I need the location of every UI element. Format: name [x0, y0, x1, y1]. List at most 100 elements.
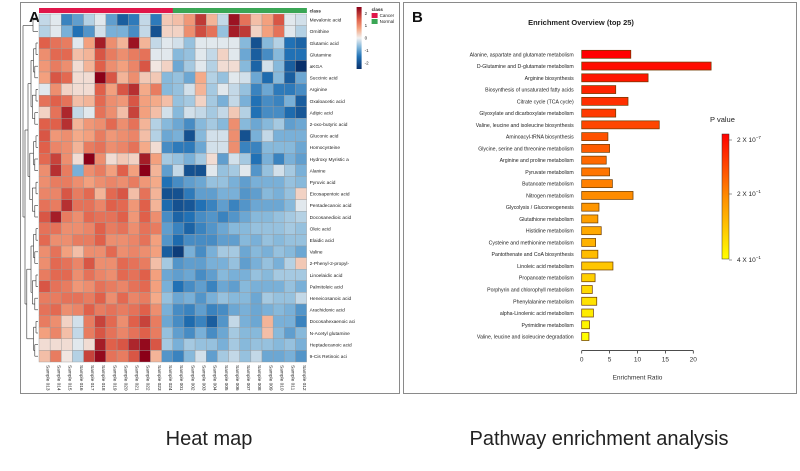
row-label: Succinic acid: [310, 76, 338, 82]
heatmap-cell: [49, 71, 62, 84]
heatmap-cell: [139, 83, 151, 96]
p-value-mantissa: 2 X 10: [737, 137, 756, 144]
heatmap-cell: [206, 118, 218, 131]
heatmap-cell: [183, 176, 196, 189]
heatmap-cell: [194, 118, 207, 131]
heatmap-cell: [239, 129, 252, 142]
heatmap-cell: [250, 106, 263, 119]
class-bar-cell: [72, 8, 84, 13]
heatmap-cell: [272, 350, 285, 363]
heatmap-cell: [105, 234, 118, 247]
heatmap-cell: [94, 350, 107, 363]
heatmap-cell: [206, 303, 218, 316]
heatmap-cell: [72, 280, 84, 293]
heatmap-cell: [49, 141, 62, 154]
heatmap-cell: [172, 25, 185, 38]
heatmap-cell: [272, 25, 285, 38]
heatmap-cell: [183, 37, 196, 50]
bar-label: Histidine metabolism: [526, 229, 574, 235]
heatmap-cell: [105, 94, 118, 107]
heatmap-cell: [239, 210, 252, 223]
heatmap-cell: [94, 269, 107, 282]
heatmap-cell: [161, 141, 173, 154]
heatmap-cell: [83, 94, 95, 107]
panel-b-letter: B: [412, 9, 423, 26]
heatmap-cell: [139, 338, 151, 351]
heatmap-cell: [72, 245, 84, 258]
heatmap-cell: [217, 37, 229, 50]
heatmap-cell: [261, 187, 274, 200]
heatmap-cell: [105, 71, 118, 84]
heatmap-cell: [295, 37, 307, 50]
heatmap-cell: [139, 176, 151, 189]
scale-tick-label: 0: [365, 36, 368, 41]
heatmap-cell: [161, 13, 173, 26]
bar-label: Glycine, serine and threonine metabolism: [478, 146, 573, 152]
heatmap-cell: [83, 338, 95, 351]
x-axis-label: Enrichment Ratio: [613, 375, 663, 382]
heatmap-cell: [250, 37, 263, 50]
heatmap-cell: [49, 257, 62, 270]
heatmap-cell: [116, 210, 129, 223]
heatmap-cell: [38, 187, 51, 200]
heatmap-cell: [228, 269, 240, 282]
heatmap-cell: [183, 141, 196, 154]
heatmap-cell: [139, 234, 151, 247]
heatmap-cell: [116, 176, 129, 189]
heatmap-cell: [261, 37, 274, 50]
heatmap-cell: [261, 106, 274, 119]
enrichment-bar: [581, 273, 596, 283]
heatmap-cell: [194, 60, 207, 73]
heatmap-cell: [228, 176, 240, 189]
heatmap-cell: [116, 71, 129, 84]
heatmap-cell: [61, 106, 73, 119]
heatmap-cell: [295, 48, 307, 61]
heatmap-cell: [239, 118, 252, 131]
heatmap-cell: [38, 245, 51, 258]
heatmap-cell: [295, 234, 307, 247]
heatmap-cell: [105, 222, 118, 235]
row-label: Oleic acid: [310, 226, 331, 232]
heatmap-cell: [61, 164, 73, 177]
heatmap-cell: [261, 94, 274, 107]
heatmap-cell: [239, 25, 252, 38]
heatmap-cell: [49, 83, 62, 96]
column-label: Sample 008: [256, 365, 262, 391]
heatmap-cell: [295, 164, 307, 177]
bar-label: Linoleic acid metabolism: [517, 264, 574, 270]
class-bar-cell: [295, 8, 307, 13]
heatmap-cell: [127, 234, 140, 247]
class-bar-cell: [183, 8, 196, 13]
heatmap-cell: [284, 164, 296, 177]
heatmap-cell: [116, 222, 129, 235]
heatmap-cell: [172, 129, 185, 142]
heatmap-cell: [38, 199, 51, 212]
heatmap-cell: [72, 13, 84, 26]
heatmap-cell: [61, 280, 73, 293]
column-label: Sample 023: [156, 365, 162, 391]
heatmap-cell: [183, 164, 196, 177]
heatmap-cell: [161, 280, 173, 293]
class-bar-cell: [206, 8, 218, 13]
heatmap-cell: [284, 327, 296, 340]
heatmap-cell: [116, 25, 129, 38]
heatmap-cell: [284, 245, 296, 258]
row-label: aKGA: [310, 64, 324, 70]
heatmap-cell: [250, 118, 263, 131]
heatmap-cell: [261, 199, 274, 212]
heatmap-cell: [206, 269, 218, 282]
bar-label: Valine, leucine and isoleucine biosynthe…: [476, 123, 574, 129]
enrichment-bar: [581, 191, 634, 200]
heatmap-cell: [116, 83, 129, 96]
heatmap-cell: [127, 83, 140, 96]
heatmap-cell: [239, 257, 252, 270]
heatmap-cell: [261, 292, 274, 305]
heatmap-cell: [228, 210, 240, 223]
heatmap-cell: [261, 338, 274, 351]
heatmap-cell: [105, 164, 118, 177]
heatmap-cell: [183, 25, 196, 38]
heatmap-cell: [172, 176, 185, 189]
row-label: Ornithine: [310, 29, 330, 35]
heatmap-cell: [139, 25, 151, 38]
heatmap-cell: [72, 152, 84, 165]
